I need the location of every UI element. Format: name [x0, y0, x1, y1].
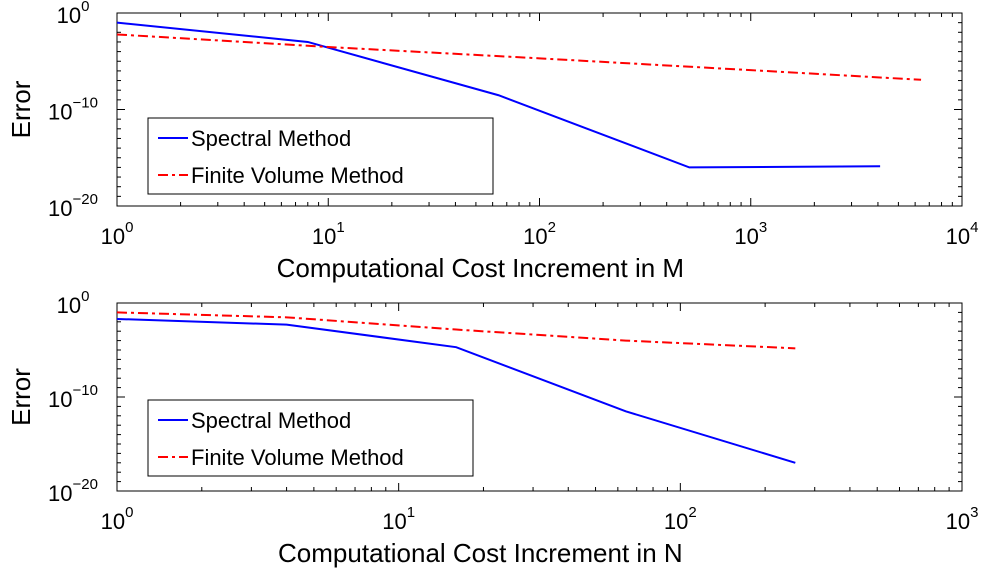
x-tick-label: 102	[664, 504, 697, 534]
y-axis-label: Error	[6, 368, 36, 426]
y-tick-label: 10−10	[48, 382, 98, 412]
series-line-spectral	[117, 317, 796, 464]
x-tick-label: 101	[312, 219, 345, 249]
subplot-2: 100 101 102 103 10−20 10−10 100 Computational C…	[6, 288, 978, 568]
x-tick-label: 102	[523, 219, 556, 249]
legend-label: Finite Volume Method	[191, 445, 404, 470]
legend: Spectral Method Finite Volume Method	[147, 399, 474, 477]
x-tick-label: 100	[101, 504, 134, 534]
x-axis-label: Computational Cost Increment in N	[278, 538, 683, 568]
y-tick-label: 10−10	[48, 95, 98, 125]
x-tick-label: 101	[382, 504, 415, 534]
y-tick-label: 10−20	[48, 476, 98, 506]
series-line-finite-volume	[117, 311, 796, 350]
x-tick-label: 103	[946, 504, 979, 534]
series-line-finite-volume	[117, 33, 922, 81]
y-tick-label: 100	[57, 0, 90, 28]
x-tick-label: 100	[101, 219, 134, 249]
legend-box	[147, 399, 474, 477]
subplot-1: 100 101 102 103 104 10−20 10−10 100 Computationa…	[6, 0, 978, 283]
legend-label: Spectral Method	[191, 126, 351, 151]
x-tick-label: 104	[946, 219, 979, 249]
legend-label: Spectral Method	[191, 408, 351, 433]
x-tick-label: 103	[734, 219, 767, 249]
y-tick-label: 10−20	[48, 191, 98, 221]
y-tick-label: 100	[57, 288, 90, 318]
legend-label: Finite Volume Method	[191, 163, 404, 188]
legend: Spectral Method Finite Volume Method	[147, 117, 494, 195]
legend-box	[147, 117, 494, 195]
series-line-spectral	[117, 21, 881, 169]
y-axis-label: Error	[6, 80, 36, 138]
x-axis-label: Computational Cost Increment in M	[277, 253, 685, 283]
